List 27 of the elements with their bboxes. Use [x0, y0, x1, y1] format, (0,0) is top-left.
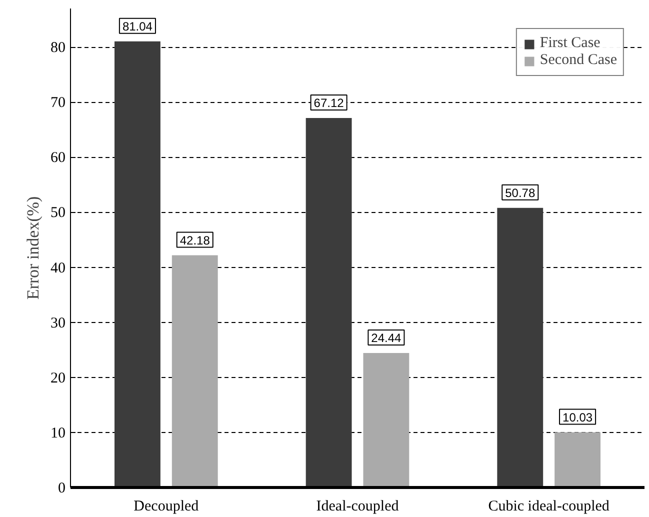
data-label: 24.44	[371, 330, 402, 345]
x-tick-label: Cubic ideal-coupled	[488, 498, 610, 514]
bar	[172, 255, 218, 488]
bar	[306, 118, 352, 488]
data-label: 81.04	[122, 19, 153, 34]
data-label: 10.03	[562, 410, 593, 424]
y-tick-label: 20	[50, 370, 66, 386]
y-tick-label: 40	[50, 260, 66, 276]
bar	[363, 352, 410, 488]
data-label: 50.78	[505, 186, 536, 200]
x-tick-label: Decoupled	[134, 498, 200, 514]
legend-label: Second Case	[540, 52, 617, 69]
data-label: 67.12	[314, 96, 344, 110]
y-tick-label: 70	[50, 95, 66, 112]
y-tick-label: 60	[50, 150, 66, 166]
bar	[554, 432, 600, 488]
y-tick-label: 80	[50, 40, 66, 56]
y-tick-label: 30	[50, 315, 66, 332]
bar	[497, 208, 544, 488]
y-tick-label: 10	[50, 425, 66, 442]
bar	[114, 41, 160, 488]
legend-label: First Case	[540, 35, 600, 52]
data-label: 42.18	[180, 233, 210, 248]
y-tick-label: 50	[50, 205, 66, 222]
y-axis-title: Error index(%)	[24, 196, 42, 300]
y-tick-label: 0	[58, 480, 66, 496]
x-tick-label: Ideal-coupled	[316, 498, 400, 514]
